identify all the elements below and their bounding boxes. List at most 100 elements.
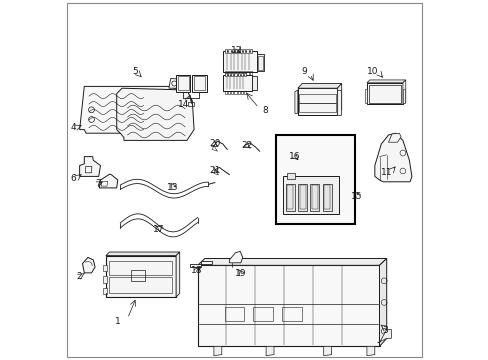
Bar bbox=[224, 307, 244, 321]
Bar bbox=[239, 49, 241, 53]
Bar bbox=[366, 83, 402, 104]
Text: 9: 9 bbox=[301, 68, 306, 77]
Bar bbox=[235, 71, 238, 75]
Text: 14: 14 bbox=[177, 100, 188, 109]
Bar bbox=[227, 73, 230, 76]
Bar bbox=[297, 88, 337, 115]
Polygon shape bbox=[265, 346, 273, 356]
Bar bbox=[223, 75, 251, 91]
Bar bbox=[224, 91, 226, 94]
Bar bbox=[224, 73, 226, 76]
Bar bbox=[176, 75, 190, 92]
Bar bbox=[224, 49, 227, 53]
Text: 17: 17 bbox=[153, 225, 164, 234]
Bar bbox=[227, 91, 230, 94]
Bar bbox=[246, 49, 248, 53]
Bar bbox=[177, 76, 189, 90]
Text: 22: 22 bbox=[241, 141, 252, 150]
Polygon shape bbox=[374, 133, 411, 182]
Bar bbox=[235, 49, 238, 53]
Bar bbox=[310, 184, 319, 211]
Polygon shape bbox=[337, 90, 340, 115]
Bar bbox=[285, 184, 294, 211]
Bar bbox=[402, 89, 404, 103]
Bar bbox=[109, 261, 172, 275]
Bar bbox=[322, 184, 331, 211]
Bar bbox=[241, 73, 243, 76]
Polygon shape bbox=[366, 80, 405, 83]
Polygon shape bbox=[80, 157, 101, 176]
Bar bbox=[287, 185, 293, 209]
Text: 12: 12 bbox=[230, 46, 242, 55]
Bar bbox=[249, 49, 252, 53]
Bar bbox=[231, 73, 233, 76]
Bar bbox=[231, 71, 234, 75]
Bar bbox=[223, 51, 257, 72]
Polygon shape bbox=[402, 80, 405, 104]
Bar bbox=[188, 102, 194, 106]
Polygon shape bbox=[99, 174, 118, 188]
Bar bbox=[228, 71, 230, 75]
Bar bbox=[234, 73, 236, 76]
Text: 8: 8 bbox=[262, 106, 267, 115]
Bar bbox=[365, 89, 366, 103]
Polygon shape bbox=[168, 78, 181, 88]
Polygon shape bbox=[377, 329, 390, 343]
Bar bbox=[103, 288, 107, 294]
Text: 21: 21 bbox=[209, 166, 220, 175]
Bar bbox=[106, 256, 176, 297]
Text: 13: 13 bbox=[166, 183, 178, 192]
Text: 2: 2 bbox=[76, 272, 81, 281]
Bar bbox=[244, 73, 246, 76]
Polygon shape bbox=[82, 257, 95, 273]
Bar bbox=[103, 265, 107, 271]
Bar bbox=[242, 71, 244, 75]
Bar bbox=[286, 173, 294, 179]
Bar bbox=[241, 91, 243, 94]
Bar bbox=[197, 265, 379, 346]
Text: 3: 3 bbox=[382, 326, 387, 335]
Bar bbox=[237, 73, 239, 76]
Text: 16: 16 bbox=[288, 152, 300, 161]
Bar bbox=[242, 49, 244, 53]
Bar bbox=[299, 94, 335, 103]
Bar bbox=[131, 270, 145, 281]
Polygon shape bbox=[117, 88, 194, 140]
Polygon shape bbox=[106, 252, 179, 256]
Bar bbox=[224, 71, 227, 75]
Polygon shape bbox=[229, 251, 242, 263]
Bar bbox=[103, 276, 107, 283]
Text: 18: 18 bbox=[190, 266, 202, 275]
Bar bbox=[193, 76, 205, 90]
Bar bbox=[298, 184, 306, 211]
Text: 4: 4 bbox=[71, 123, 76, 132]
Polygon shape bbox=[213, 346, 222, 356]
Text: 20: 20 bbox=[209, 139, 220, 148]
Polygon shape bbox=[297, 84, 341, 88]
Text: 1: 1 bbox=[115, 317, 121, 325]
Polygon shape bbox=[387, 133, 400, 142]
Bar bbox=[276, 135, 354, 224]
Bar bbox=[368, 85, 400, 103]
Bar bbox=[192, 75, 206, 92]
Polygon shape bbox=[323, 346, 331, 356]
Bar bbox=[253, 307, 273, 321]
Bar bbox=[228, 49, 230, 53]
Bar bbox=[109, 277, 172, 293]
Bar bbox=[246, 71, 248, 75]
Bar bbox=[257, 56, 263, 70]
Bar bbox=[244, 91, 246, 94]
Bar bbox=[283, 176, 339, 214]
Bar bbox=[282, 307, 302, 321]
Bar bbox=[324, 185, 329, 209]
Bar bbox=[299, 185, 305, 209]
Bar bbox=[249, 71, 252, 75]
Text: 10: 10 bbox=[366, 68, 377, 77]
Bar bbox=[231, 91, 233, 94]
Polygon shape bbox=[379, 258, 386, 346]
Text: 6: 6 bbox=[70, 174, 76, 183]
Bar bbox=[231, 49, 234, 53]
Bar bbox=[251, 76, 257, 90]
Text: 5: 5 bbox=[132, 68, 137, 77]
Polygon shape bbox=[176, 252, 179, 297]
